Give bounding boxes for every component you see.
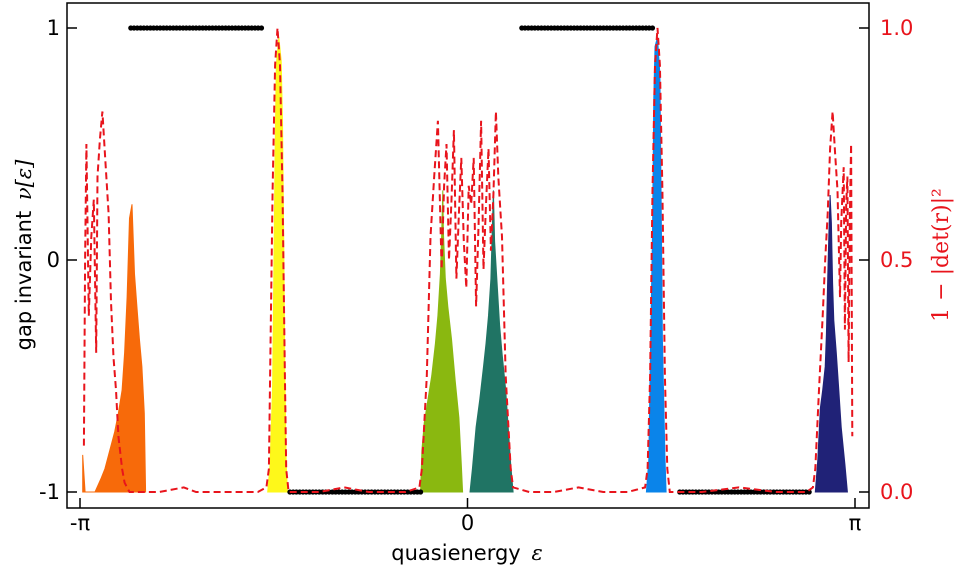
x-tick-label-1: -π <box>70 511 91 535</box>
band-1 <box>82 204 147 493</box>
bands-layer <box>82 37 848 493</box>
y-left-tick-label-1: 1 <box>47 16 60 40</box>
gap-invariant-point <box>806 489 812 495</box>
y-right-tick-label-3: 0.0 <box>880 480 913 504</box>
plot-frame <box>66 2 870 509</box>
gap-invariant-segment-1 <box>128 25 265 31</box>
x-tick-label-2: 0 <box>461 511 474 535</box>
y-axis-left-title-text: gap invariant <box>12 211 36 351</box>
gap-invariant-segment-2 <box>287 489 424 495</box>
y-axis-left-title: gap invariant ν[ε] <box>12 159 36 350</box>
band-6 <box>814 194 848 493</box>
y-left-tick-label-3: -1 <box>39 480 60 504</box>
gap-invariant-segment-3 <box>519 25 656 31</box>
reflection-curve-layer <box>82 27 854 493</box>
x-axis-title: quasienergy ε <box>391 541 542 565</box>
gap-invariant-segments <box>128 25 812 495</box>
band-3 <box>420 190 464 493</box>
y-axis-left-title-symbol: ν[ε] <box>12 159 36 200</box>
x-axis-title-symbol: ε <box>531 541 542 565</box>
y-right-tick-label-1: 1.0 <box>880 16 913 40</box>
reflection-curve <box>82 27 854 493</box>
gap-invariant-point <box>258 25 265 31</box>
y-axis-right-title: 1 − |det(r)|² <box>929 188 954 322</box>
x-tick-label-3: π <box>849 511 862 535</box>
gap-invariant-point <box>418 489 424 495</box>
y-right-tick-label-2: 0.5 <box>880 248 913 272</box>
ticks-layer: -π 0 π 1 0 -1 1.0 0.5 0.0 <box>39 16 913 535</box>
gap-invariant-point <box>649 25 656 31</box>
x-axis-title-text: quasienergy <box>391 541 520 565</box>
y-left-tick-label-2: 0 <box>47 248 60 272</box>
